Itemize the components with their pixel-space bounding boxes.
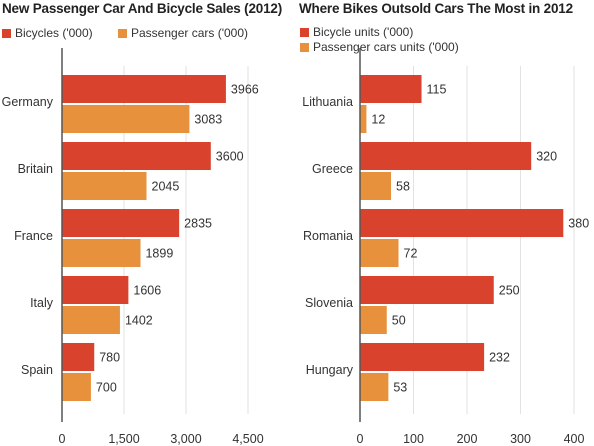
chart-title: New Passenger Car And Bicycle Sales (201… [2, 1, 282, 16]
x-tick-label: 300 [510, 432, 531, 446]
category-label-germany: Germany [2, 95, 54, 109]
data-label: 2045 [152, 180, 180, 194]
legend-item-bicycle-units: Bicycle units ('000) [300, 25, 413, 39]
bar-britain-bicycles-000 [62, 142, 211, 170]
bar-lithuania-passenger-cars-units-000 [360, 105, 367, 133]
data-label: 700 [96, 381, 117, 395]
data-label: 12 [371, 113, 385, 127]
bar-chart-bikes-outsold-cars: 115 12 Lithuania 320 58 Greece 380 72 Romania 250… [302, 48, 589, 446]
data-label: 3083 [194, 113, 222, 127]
data-label: 320 [536, 150, 557, 164]
legend-label: Passenger cars ('000) [131, 26, 249, 40]
bar-france-bicycles-000 [62, 209, 180, 237]
data-label: 780 [99, 351, 120, 365]
data-label: 72 [404, 247, 418, 261]
category-label-romania: Romania [303, 229, 353, 243]
data-label: 232 [489, 351, 510, 365]
legend-label: Bicycle units ('000) [313, 25, 414, 39]
data-label: 58 [396, 180, 410, 194]
bar-italy-bicycles-000 [62, 276, 129, 304]
data-label: 53 [393, 381, 407, 395]
legend-swatch-bicycle-units [300, 28, 309, 37]
x-tick-label: 4,500 [232, 432, 263, 446]
legend-item-passenger-car-units: Passenger cars units ('000) [300, 40, 459, 54]
data-label: 250 [499, 284, 520, 298]
category-label-spain: Spain [21, 363, 53, 377]
legend-item-passenger-cars: Passenger cars ('000) [118, 26, 248, 40]
chart-panel-bikes-outsold-cars: Where Bikes Outsold Cars The Most in 201… [297, 0, 594, 446]
legend-swatch-passenger-car-units [300, 43, 309, 52]
x-tick-label: 0 [59, 432, 66, 446]
category-label-italy: Italy [30, 296, 54, 310]
legend-swatch-passenger-cars [118, 29, 127, 38]
bar-slovenia-passenger-cars-units-000 [360, 306, 387, 334]
category-label-france: France [14, 229, 53, 243]
data-label: 3966 [231, 83, 259, 97]
category-label-slovenia: Slovenia [305, 296, 353, 310]
bar-lithuania-bicycle-units-000 [360, 75, 422, 103]
data-label: 380 [568, 217, 589, 231]
x-tick-label: 1,500 [108, 432, 139, 446]
legend-label: Bicycles ('000) [15, 26, 93, 40]
data-label: 1402 [125, 314, 153, 328]
category-label-britain: Britain [18, 162, 53, 176]
x-tick-label: 400 [564, 432, 585, 446]
bar-germany-passenger-cars-000 [62, 105, 190, 133]
category-label-greece: Greece [312, 162, 353, 176]
chart-title: Where Bikes Outsold Cars The Most in 201… [299, 1, 573, 16]
legend-label: Passenger cars units ('000) [313, 40, 459, 54]
bar-slovenia-bicycle-units-000 [360, 276, 494, 304]
x-tick-label: 100 [403, 432, 424, 446]
chart-panel-car-vs-bicycle-sales: New Passenger Car And Bicycle Sales (201… [2, 1, 283, 446]
bar-germany-bicycles-000 [62, 75, 226, 103]
bar-britain-passenger-cars-000 [62, 172, 147, 200]
bar-italy-passenger-cars-000 [62, 306, 120, 334]
data-label: 115 [427, 83, 447, 97]
x-tick-label: 3,000 [170, 432, 201, 446]
data-label: 50 [392, 314, 406, 328]
bar-romania-bicycle-units-000 [360, 209, 564, 237]
data-label: 1606 [133, 284, 161, 298]
category-label-lithuania: Lithuania [302, 95, 353, 109]
category-label-hungary: Hungary [306, 363, 354, 377]
bar-chart-car-vs-bicycle-sales: 3966 3083 Germany 3600 2045 Britain 2835 1899 Fr… [2, 48, 264, 446]
bar-greece-bicycle-units-000 [360, 142, 532, 170]
bar-romania-passenger-cars-units-000 [360, 239, 399, 267]
legend-item-bicycles: Bicycles ('000) [2, 26, 93, 40]
bar-hungary-bicycle-units-000 [360, 343, 485, 371]
bar-spain-passenger-cars-000 [62, 373, 91, 401]
x-tick-label: 200 [457, 432, 478, 446]
x-tick-label: 0 [357, 432, 364, 446]
bar-spain-bicycles-000 [62, 343, 95, 371]
data-label: 1899 [145, 247, 173, 261]
legend-swatch-bicycles [2, 29, 11, 38]
bar-france-passenger-cars-000 [62, 239, 141, 267]
data-label: 3600 [216, 150, 244, 164]
bar-hungary-passenger-cars-units-000 [360, 373, 389, 401]
data-label: 2835 [184, 217, 212, 231]
bar-greece-passenger-cars-units-000 [360, 172, 392, 200]
